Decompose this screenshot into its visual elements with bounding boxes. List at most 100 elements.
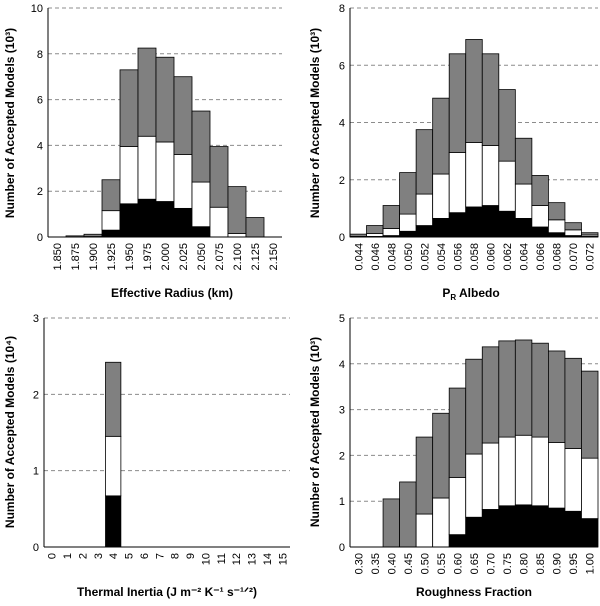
bar-segment-black xyxy=(173,207,193,238)
bar-segment-gray xyxy=(498,340,516,438)
y-tick-label: 2 xyxy=(37,186,43,198)
bar-segment-gray xyxy=(155,56,175,143)
x-tick-label: 0.066 xyxy=(535,243,547,271)
x-tick-label: 0.054 xyxy=(436,243,448,271)
x-tick-label: 4 xyxy=(108,553,120,559)
x-tick-label: 1.00 xyxy=(585,553,597,574)
y-axis-label: Number of Accepted Models (10⁴) xyxy=(3,336,17,528)
bar-segment-gray xyxy=(382,498,401,548)
bar-segment-gray xyxy=(227,186,247,234)
bar-segment-white xyxy=(119,146,139,205)
x-tick-label: 2.050 xyxy=(196,243,208,271)
x-tick-label: 11 xyxy=(216,553,228,564)
x-tick-label: 0.048 xyxy=(386,243,398,271)
x-tick-label: 8 xyxy=(170,553,182,559)
bar-segment-black xyxy=(448,534,467,548)
bar-segment-black xyxy=(514,504,533,548)
bar-segment-white xyxy=(531,205,549,228)
x-tick-label: 0.95 xyxy=(568,553,580,574)
x-tick-label: 0.30 xyxy=(353,553,365,574)
x-tick-label: 0.046 xyxy=(370,243,382,271)
y-tick-label: 6 xyxy=(339,60,345,72)
bar-segment-gray xyxy=(191,110,211,183)
bar-segment-gray xyxy=(448,387,467,478)
bar-segment-black xyxy=(465,516,483,548)
bar-segment-white xyxy=(448,152,467,214)
x-tick-label: 1.925 xyxy=(106,243,118,271)
x-tick-label: 0.044 xyxy=(353,243,365,271)
bar-segment-black xyxy=(531,226,549,238)
bar-segment-black xyxy=(101,229,121,238)
x-tick-label: 0.052 xyxy=(419,243,431,271)
bar-segment-gray xyxy=(366,225,384,234)
bar-segment-gray xyxy=(105,361,122,437)
y-tick-label: 8 xyxy=(339,3,345,15)
bar-segment-black xyxy=(155,201,175,238)
x-tick-label: 0.85 xyxy=(535,553,547,574)
bar-segment-gray xyxy=(137,47,157,137)
x-tick-label: 10 xyxy=(200,553,212,565)
y-tick-label: 3 xyxy=(33,313,39,325)
bar-segment-gray xyxy=(119,69,139,147)
bar-segment-white xyxy=(498,160,516,212)
bar-segment-gray xyxy=(415,436,434,515)
bar-segment-black xyxy=(448,212,467,238)
y-tick-label: 3 xyxy=(339,405,345,417)
y-tick-label: 6 xyxy=(37,95,43,107)
x-tick-label: 1.850 xyxy=(52,243,64,271)
y-tick-label: 10 xyxy=(31,3,43,15)
bar-segment-gray xyxy=(432,412,450,499)
x-tick-label: 0.050 xyxy=(403,243,415,271)
x-tick-label: 1.875 xyxy=(70,243,82,271)
x-tick-label: 15 xyxy=(277,553,289,565)
bar-segment-white xyxy=(101,210,121,231)
bar-segment-white xyxy=(498,436,516,507)
y-tick-label: 0 xyxy=(339,232,345,244)
x-tick-label: 2.075 xyxy=(214,243,226,271)
x-tick-label: 0.058 xyxy=(469,243,481,271)
y-tick-label: 1 xyxy=(33,466,39,478)
bar-segment-white xyxy=(465,142,483,208)
bar-segment-black xyxy=(432,217,450,238)
bar-segment-gray xyxy=(465,358,483,455)
x-tick-label: 0.70 xyxy=(486,553,498,574)
bar-segment-gray xyxy=(399,172,417,215)
x-axis-label: Effective Radius (km) xyxy=(111,286,233,300)
x-tick-label: 2.000 xyxy=(160,243,172,271)
panel-roughness-fraction: 0 1 2 3 4 5 0.30 0.35 0.40 0.45 0.50 0.55 0.60 0.65 0.… xyxy=(339,313,599,574)
x-tick-label: 2.025 xyxy=(178,243,190,271)
y-tick-label: 0 xyxy=(339,542,345,554)
x-tick-label: 14 xyxy=(262,553,274,565)
bar-segment-white xyxy=(173,154,193,209)
bar-segment-white xyxy=(465,453,483,518)
x-tick-label: 0.80 xyxy=(519,553,531,574)
bar-segment-white xyxy=(481,144,500,206)
bar-segment-white xyxy=(382,228,401,236)
y-tick-label: 4 xyxy=(339,118,345,130)
x-axis-label: Thermal Inertia (J m⁻² K⁻¹ s⁻¹ᐟ²) xyxy=(77,585,257,599)
x-tick-label: 6 xyxy=(139,553,151,559)
y-tick-label: 0 xyxy=(37,232,43,244)
bar-segment-white xyxy=(415,513,434,548)
bar-segment-black xyxy=(137,198,157,238)
bar-segment-white xyxy=(415,193,434,226)
bar-segment-white xyxy=(448,476,467,536)
bar-segment-white xyxy=(564,229,582,236)
bar-segment-white xyxy=(514,434,533,506)
x-tick-label: 9 xyxy=(185,553,197,559)
x-tick-label: 0.068 xyxy=(552,243,564,271)
x-tick-label: 13 xyxy=(247,553,259,565)
x-tick-label: 0.056 xyxy=(452,243,464,271)
x-tick-label: 0.070 xyxy=(568,243,580,271)
x-tick-label: 1.950 xyxy=(124,243,136,271)
bar-segment-white xyxy=(227,233,247,238)
x-tick-label: 0.064 xyxy=(519,243,531,271)
bar-segment-black xyxy=(481,205,500,238)
y-tick-label: 1 xyxy=(339,496,345,508)
y-tick-label: 2 xyxy=(339,175,345,187)
bar-segment-black xyxy=(498,210,516,238)
bar-segment-black xyxy=(548,232,566,238)
bar-segment-black xyxy=(564,510,582,548)
y-tick-label: 0 xyxy=(33,542,39,554)
bar-segment-gray xyxy=(245,217,265,238)
